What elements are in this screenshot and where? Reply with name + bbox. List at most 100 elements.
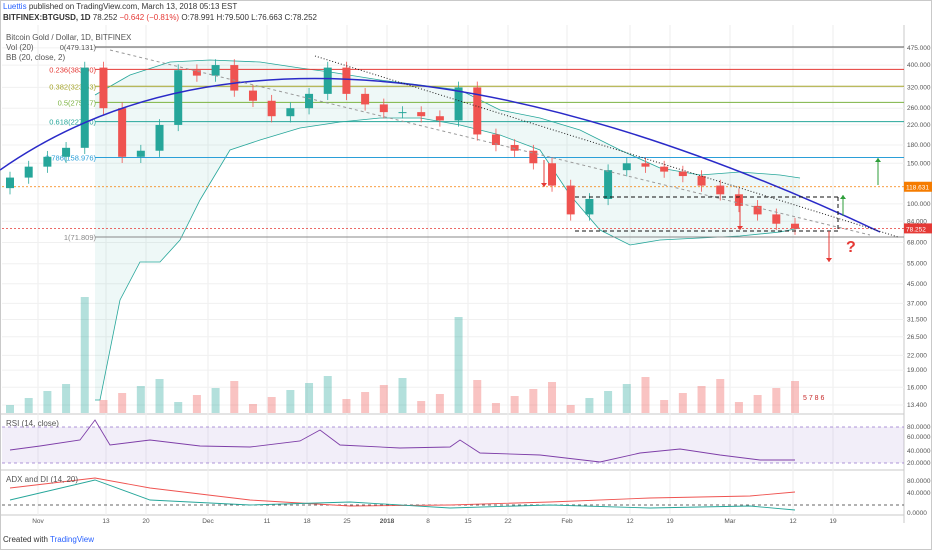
volume-bar: [548, 382, 557, 413]
candle-body: [286, 108, 295, 117]
volume-bar: [267, 397, 276, 413]
fib-label: 0.382(323.53): [49, 82, 96, 91]
volume-bar: [491, 403, 500, 413]
date-tick: 19: [666, 518, 674, 525]
volume-bar: [585, 398, 594, 413]
price-tick: 37.000: [907, 300, 927, 307]
date-tick: 18: [303, 518, 311, 525]
candle-body: [398, 112, 407, 114]
volume-bar: [529, 389, 538, 413]
di-line: [9, 479, 796, 511]
candle-body: [641, 163, 650, 167]
candle-body: [585, 198, 594, 215]
last-price: 78.252: [92, 13, 118, 22]
volume-bar: [697, 386, 706, 413]
candle-body: [716, 185, 725, 195]
volume-bar: [678, 393, 687, 413]
published-text: published on TradingView.com, March 13, …: [28, 2, 238, 11]
price-tick: 180.000: [907, 142, 931, 149]
volume-bar: [566, 405, 575, 413]
candle-body: [155, 124, 164, 151]
legend-rsi: RSI (14, close): [6, 419, 59, 428]
legend-title: Bitcoin Gold / Dollar, 1D, BITFINEX: [6, 33, 132, 42]
volume-bar: [323, 376, 332, 413]
volume-bar: [791, 381, 799, 413]
candle-body: [529, 150, 538, 164]
price-tick: 13.400: [907, 402, 927, 409]
symbol-text: BITFINEX:BTGUSD, 1D: [3, 13, 91, 22]
price-change: −0.642 (−0.81%): [119, 13, 180, 22]
candle-body: [192, 70, 201, 76]
date-tick: 2018: [380, 518, 395, 525]
footer: Created with TradingView: [3, 535, 94, 544]
arc-trendline: [0, 77, 881, 233]
candle-body: [435, 116, 444, 121]
candle-body: [99, 67, 108, 109]
candle-body: [734, 194, 743, 206]
price-badge: [904, 223, 932, 234]
rsi-tick: 80.0000: [907, 424, 931, 431]
candle-body: [43, 156, 52, 167]
symbol-line: BITFINEX:BTGUSD, 1D 78.252 −0.642 (−0.81…: [3, 13, 317, 23]
price-tick: 475.000: [907, 45, 931, 52]
price-tick: 22.000: [907, 352, 927, 359]
date-tick: 25: [343, 518, 351, 525]
date-tick: 22: [504, 518, 512, 525]
volume-bar: [753, 395, 762, 413]
down-arrow-head: [541, 183, 547, 187]
vol-badge: 5 7 8 6: [803, 395, 825, 402]
dashed-trendline: [109, 49, 871, 236]
candle-body: [230, 65, 239, 91]
author-link[interactable]: Luettis: [3, 2, 27, 11]
volume-bar: [80, 297, 89, 413]
legend-adx: ADX and DI (14, 20): [6, 475, 79, 484]
volume-bar: [641, 377, 650, 413]
adx-tick: 40.0000: [907, 490, 931, 497]
candle-body: [136, 150, 145, 157]
candle-body: [62, 147, 71, 157]
tradingview-logo[interactable]: TradingView: [50, 535, 95, 544]
volume-bar: [174, 402, 183, 413]
legend-bb: BB (20, close, 2): [6, 53, 66, 62]
price-tick: 16.000: [907, 384, 927, 391]
date-tick: 13: [102, 518, 110, 525]
price-tick: 320.000: [907, 84, 931, 91]
date-tick: 12: [626, 518, 634, 525]
created-with: Created with: [3, 535, 48, 544]
volume-bar: [473, 380, 482, 413]
ohlc-values: O:78.991 H:79.500 L:76.663 C:78.252: [181, 13, 318, 22]
candle-body: [604, 170, 613, 199]
volume-bar: [660, 400, 669, 413]
volume-bar: [454, 317, 463, 413]
date-tick: Nov: [32, 518, 44, 525]
candle-body: [548, 163, 557, 186]
date-tick: 11: [264, 518, 271, 525]
volume-bar: [155, 379, 164, 413]
candle-body: [80, 67, 89, 148]
date-tick: Feb: [561, 518, 573, 525]
candle-body: [772, 214, 781, 224]
volume-bar: [192, 395, 201, 413]
fib-label: 0(479.131): [60, 43, 97, 52]
price-tick: 100.000: [907, 201, 931, 208]
date-tick: 12: [789, 518, 797, 525]
candle-body: [174, 70, 183, 125]
candle-body: [305, 93, 314, 109]
price-tick: 220.000: [907, 122, 931, 129]
volume-bar: [417, 401, 426, 413]
candle-body: [660, 166, 669, 172]
candle-body: [510, 145, 519, 151]
volume-bar: [286, 390, 295, 413]
price-badge-text: 118.631: [906, 185, 929, 192]
candle-body: [6, 177, 14, 189]
legend-vol: Vol (20): [6, 43, 34, 52]
price-tick: 31.500: [907, 316, 927, 323]
volume-bar: [6, 405, 14, 413]
candle-body: [417, 112, 426, 117]
candle-body: [379, 104, 388, 113]
candle-body: [342, 67, 351, 94]
date-tick: 15: [464, 518, 472, 525]
volume-bar: [435, 394, 444, 413]
